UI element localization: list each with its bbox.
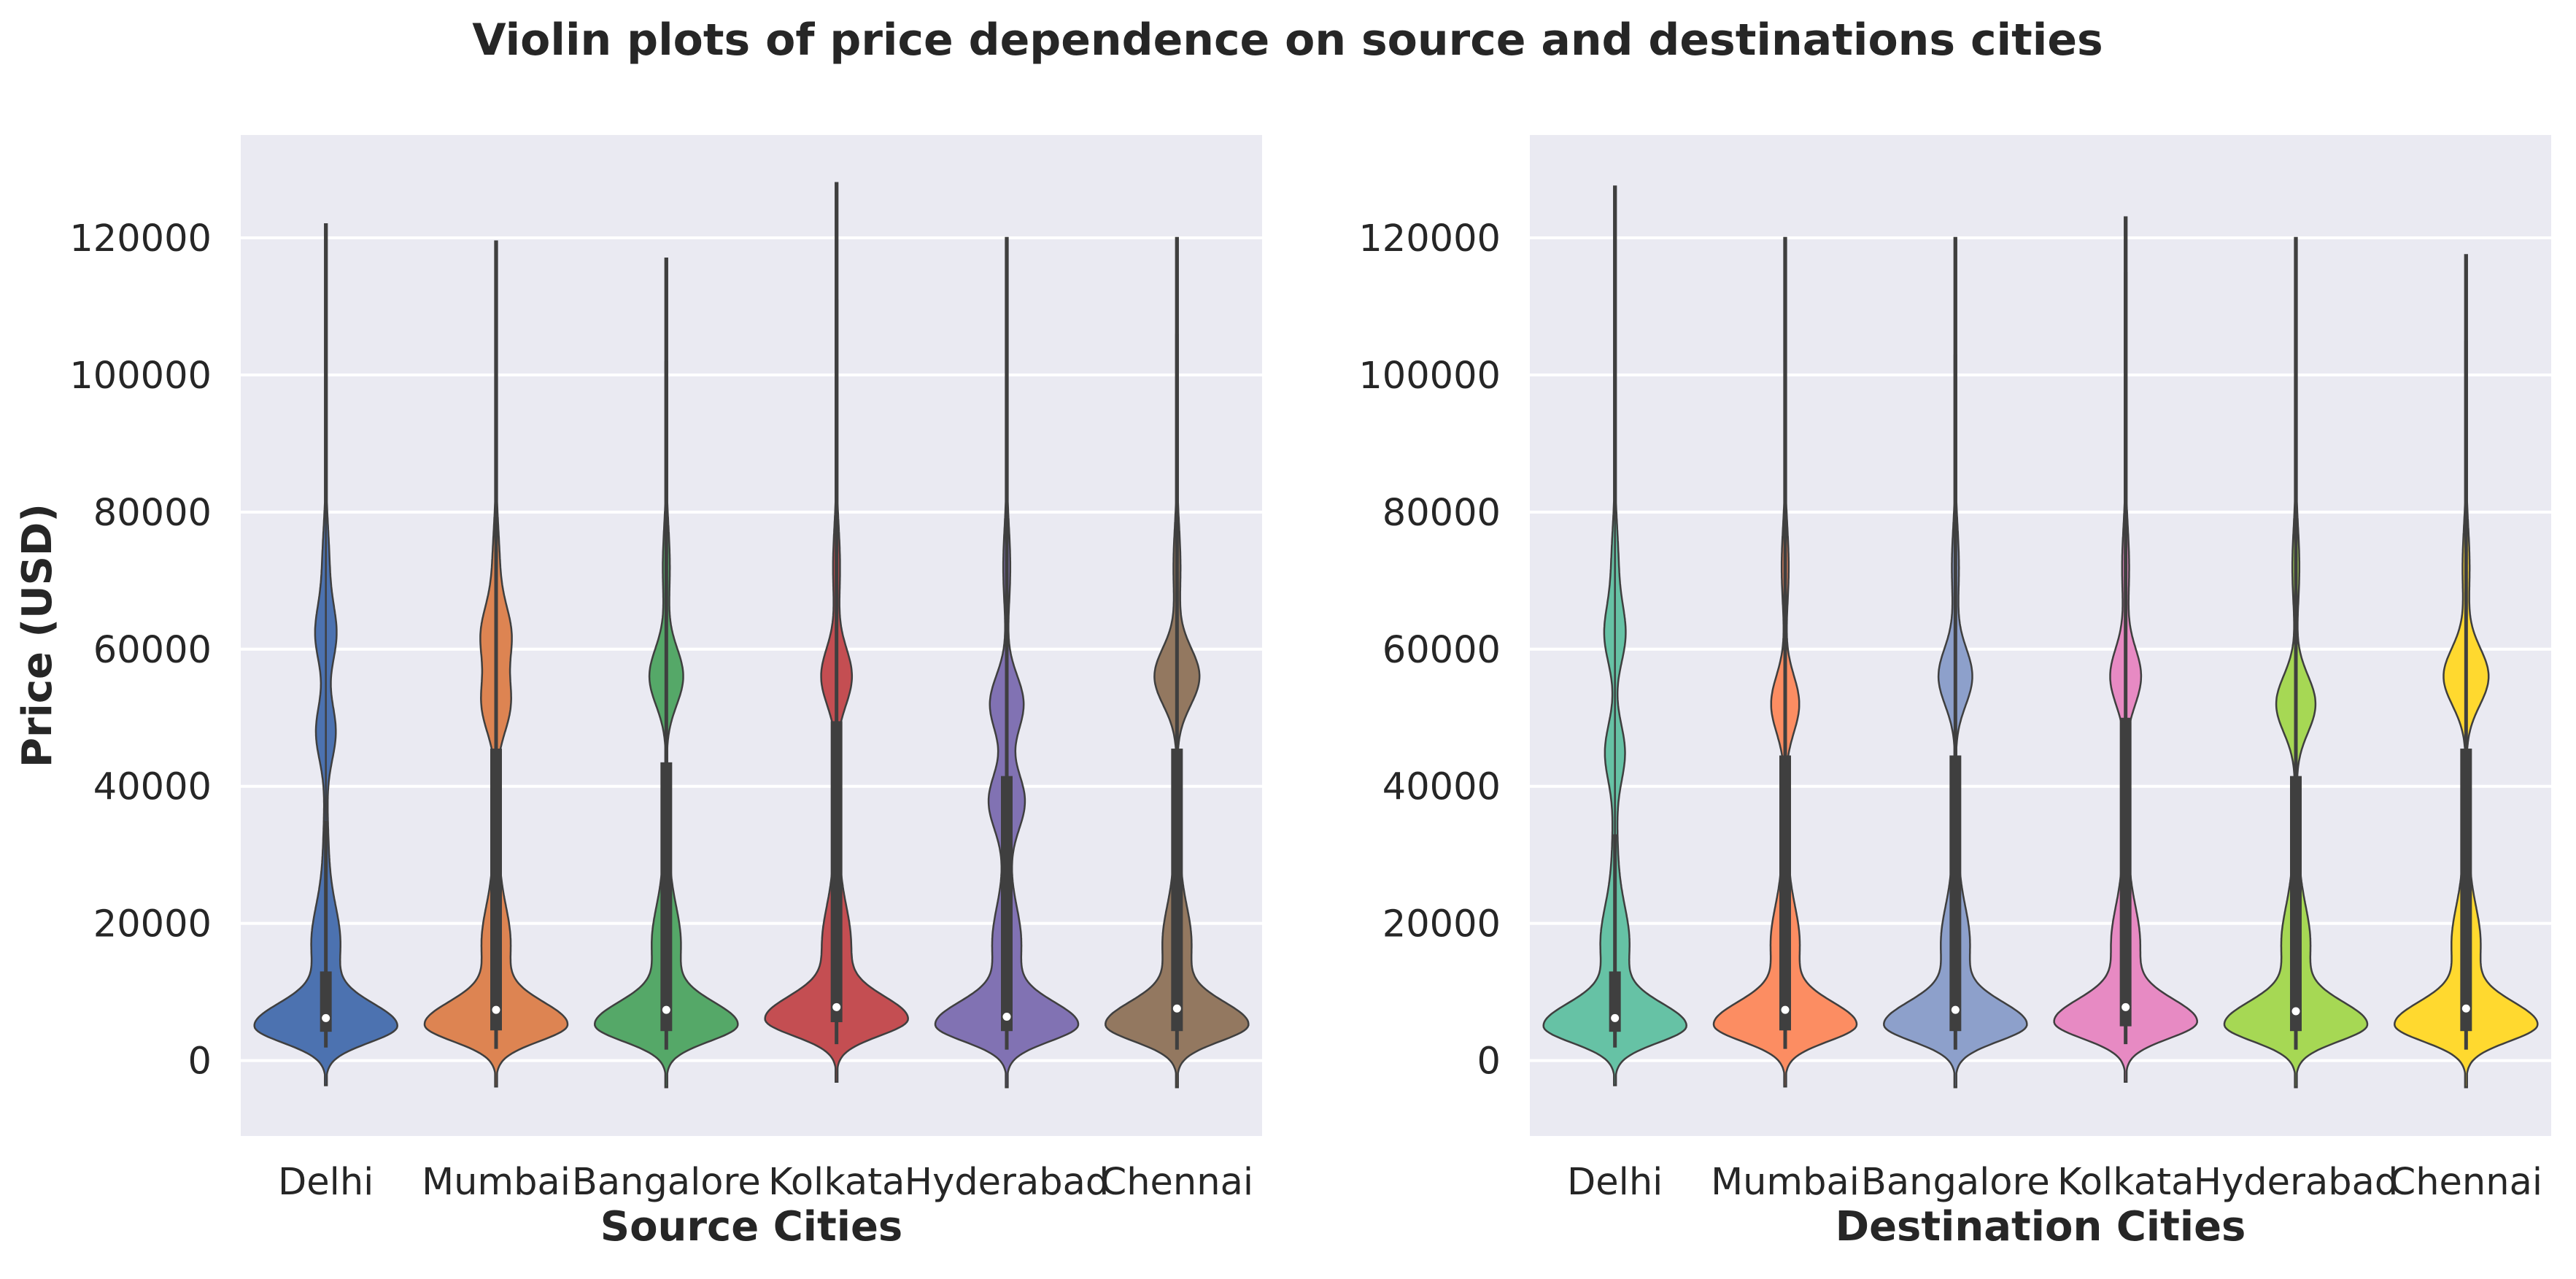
- plot-area: [1530, 135, 2551, 1136]
- iqr-box: [2460, 749, 2472, 1032]
- median-marker: [1781, 1005, 1790, 1014]
- x-axis-label: Destination Cities: [1836, 1203, 2246, 1251]
- median-marker: [2291, 1007, 2300, 1016]
- x-tick-label: Hyderabad: [2194, 1161, 2399, 1204]
- figure-title: Violin plots of price dependence on sour…: [472, 15, 2103, 66]
- y-tick-label: 120000: [69, 217, 212, 260]
- iqr-box: [1001, 776, 1013, 1032]
- axes-source-cities: 0 20000 40000 60000 80000 100000 120000 Delhi Mu…: [14, 135, 1262, 1251]
- x-tick-label: Delhi: [278, 1161, 374, 1204]
- median-marker: [2461, 1004, 2470, 1013]
- y-tick-label: 120000: [1358, 217, 1501, 260]
- x-tick-label: Bangalore: [1861, 1161, 2050, 1204]
- iqr-box: [2119, 717, 2132, 1027]
- y-tick-label: 40000: [93, 766, 212, 809]
- median-marker: [1172, 1004, 1181, 1013]
- y-tick-label: 80000: [93, 492, 212, 535]
- y-tick-label: 0: [188, 1040, 212, 1083]
- plot-area: [241, 135, 1262, 1136]
- y-tick-label: 40000: [1382, 766, 1501, 809]
- y-tick-label: 0: [1477, 1040, 1501, 1083]
- median-marker: [1002, 1012, 1011, 1021]
- x-tick-label: Chennai: [1101, 1161, 1253, 1204]
- median-marker: [1611, 1013, 1620, 1022]
- y-tick-label: 100000: [1358, 355, 1501, 398]
- iqr-box: [1779, 755, 1791, 1031]
- median-marker: [662, 1005, 670, 1014]
- iqr-box: [660, 762, 673, 1032]
- median-marker: [492, 1005, 500, 1014]
- iqr-box: [320, 971, 332, 1032]
- x-tick-label: Chennai: [2390, 1161, 2542, 1204]
- x-tick-label: Mumbai: [422, 1161, 570, 1204]
- iqr-box: [2290, 776, 2302, 1032]
- iqr-box: [830, 721, 843, 1023]
- y-tick-label: 20000: [1382, 903, 1501, 946]
- y-axis-label: Price (USD): [14, 503, 61, 768]
- x-axis-label: Source Cities: [600, 1203, 903, 1251]
- y-tick-label: 100000: [69, 355, 212, 398]
- y-tick-label: 60000: [1382, 629, 1501, 672]
- axes-destination-cities: 0 20000 40000 60000 80000 100000 120000 Delhi Mu…: [1358, 135, 2551, 1251]
- x-tick-label: Kolkata: [768, 1161, 905, 1204]
- median-marker: [322, 1013, 330, 1022]
- median-marker: [832, 1002, 841, 1011]
- iqr-box: [1949, 755, 1962, 1032]
- y-tick-label: 20000: [93, 903, 212, 946]
- iqr-box: [490, 749, 502, 1031]
- x-tick-label: Mumbai: [1711, 1161, 1860, 1204]
- median-marker: [1951, 1005, 1960, 1014]
- iqr-box: [1609, 971, 1621, 1032]
- iqr-box: [1171, 749, 1183, 1032]
- x-tick-label: Kolkata: [2057, 1161, 2194, 1204]
- y-tick-label: 80000: [1382, 492, 1501, 535]
- x-tick-label: Hyderabad: [905, 1161, 1110, 1204]
- x-tick-label: Bangalore: [572, 1161, 761, 1204]
- y-tick-label: 60000: [93, 629, 212, 672]
- x-tick-label: Delhi: [1567, 1161, 1663, 1204]
- median-marker: [2121, 1002, 2130, 1011]
